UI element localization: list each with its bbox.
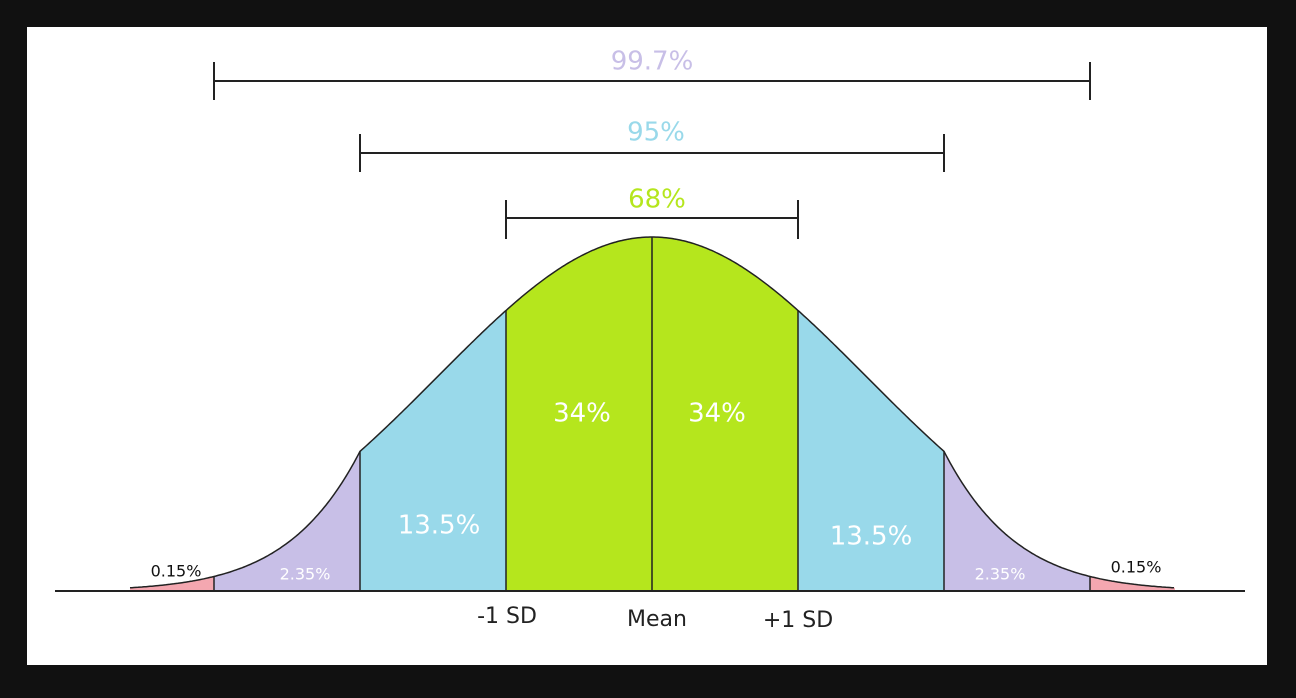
region [944,451,1090,591]
region-label: 0.15% [151,562,202,581]
bracket [505,200,799,239]
axis-label: -1 SD [477,604,537,629]
region [130,576,214,591]
region [506,237,652,591]
region [360,310,506,591]
axis-label: Mean [627,607,687,632]
region-label: 34% [553,399,611,429]
region-label: 0.15% [1111,558,1162,577]
curve-group [129,236,1175,591]
bracket-label: 95% [627,118,685,148]
axis-label: +1 SD [763,608,833,633]
bracket [359,134,945,172]
region-label: 2.35% [280,565,331,584]
region-label: 34% [688,399,746,429]
bracket-label: 68% [628,185,686,215]
region-label: 13.5% [830,522,913,552]
region [1090,576,1175,591]
region-label: 13.5% [398,511,481,541]
region [214,451,360,591]
bracket [213,62,1091,100]
region [798,310,944,591]
region [652,237,798,591]
region-label: 2.35% [975,565,1026,584]
bracket-label: 99.7% [611,47,694,77]
